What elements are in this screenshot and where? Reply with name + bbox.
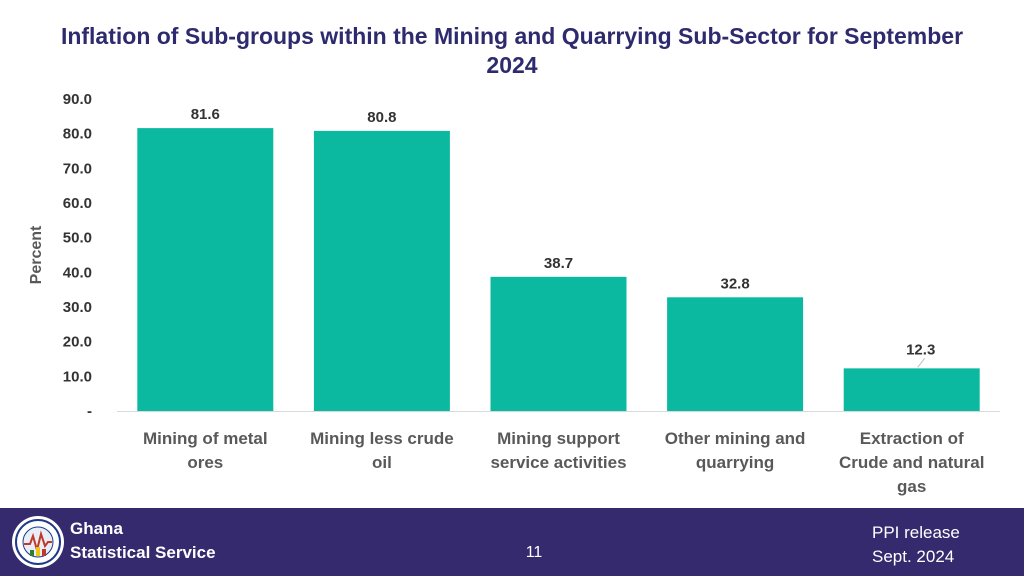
footer-bar: Ghana Statistical Service 11 PPI release… [0, 508, 1024, 576]
x-category-label: Extraction of [860, 429, 964, 448]
y-tick-label: 50.0 [63, 230, 92, 247]
release-info-line1: PPI release [872, 523, 960, 542]
bar [667, 297, 804, 411]
data-label: 38.7 [544, 255, 573, 272]
x-category-label: Other mining and [665, 429, 806, 448]
bar-chart: Percent - 10.0 20.0 30.0 40.0 50.0 60.0 70.0 80.0… [28, 91, 1000, 496]
x-category-label: gas [897, 477, 926, 496]
data-label: 80.8 [367, 109, 396, 126]
y-tick-label: 60.0 [63, 195, 92, 212]
y-axis-title: Percent [28, 225, 45, 284]
bar [137, 128, 274, 411]
y-tick-label: 40.0 [63, 264, 92, 281]
data-label: 32.8 [720, 275, 749, 292]
x-category-label: quarrying [696, 453, 774, 472]
organization-name: Ghana Statistical Service [70, 517, 216, 565]
x-category-label: service activities [490, 453, 626, 472]
y-tick-label: 30.0 [63, 299, 92, 316]
y-tick-label: - [87, 403, 92, 420]
y-tick-label: 80.0 [63, 126, 92, 143]
x-category-label: oil [372, 453, 392, 472]
y-tick-label: 90.0 [63, 91, 92, 108]
y-tick-label: 10.0 [63, 368, 92, 385]
organization-name-line2: Statistical Service [70, 543, 216, 562]
data-label: 12.3 [906, 341, 935, 358]
ghana-statistical-service-logo [12, 516, 64, 568]
data-label-leader-line [917, 358, 926, 368]
x-category-label: Crude and natural [839, 453, 984, 472]
x-category-label: Mining support [497, 429, 620, 448]
y-tick-label: 70.0 [63, 160, 92, 177]
organization-name-line1: Ghana [70, 519, 123, 538]
x-category-label: Mining less crude [310, 429, 454, 448]
page-number: 11 [525, 544, 543, 561]
bar [843, 368, 980, 411]
release-info-line2: Sept. 2024 [872, 547, 955, 566]
bar [313, 130, 450, 412]
chart-title: Inflation of Sub-groups within the Minin… [60, 23, 964, 78]
release-info: PPI release Sept. 2024 [872, 521, 960, 569]
x-category-label: Mining of metal [143, 429, 268, 448]
data-label: 81.6 [191, 106, 220, 123]
bar [490, 276, 627, 411]
x-category-label: ores [187, 453, 223, 472]
y-tick-label: 20.0 [63, 334, 92, 351]
